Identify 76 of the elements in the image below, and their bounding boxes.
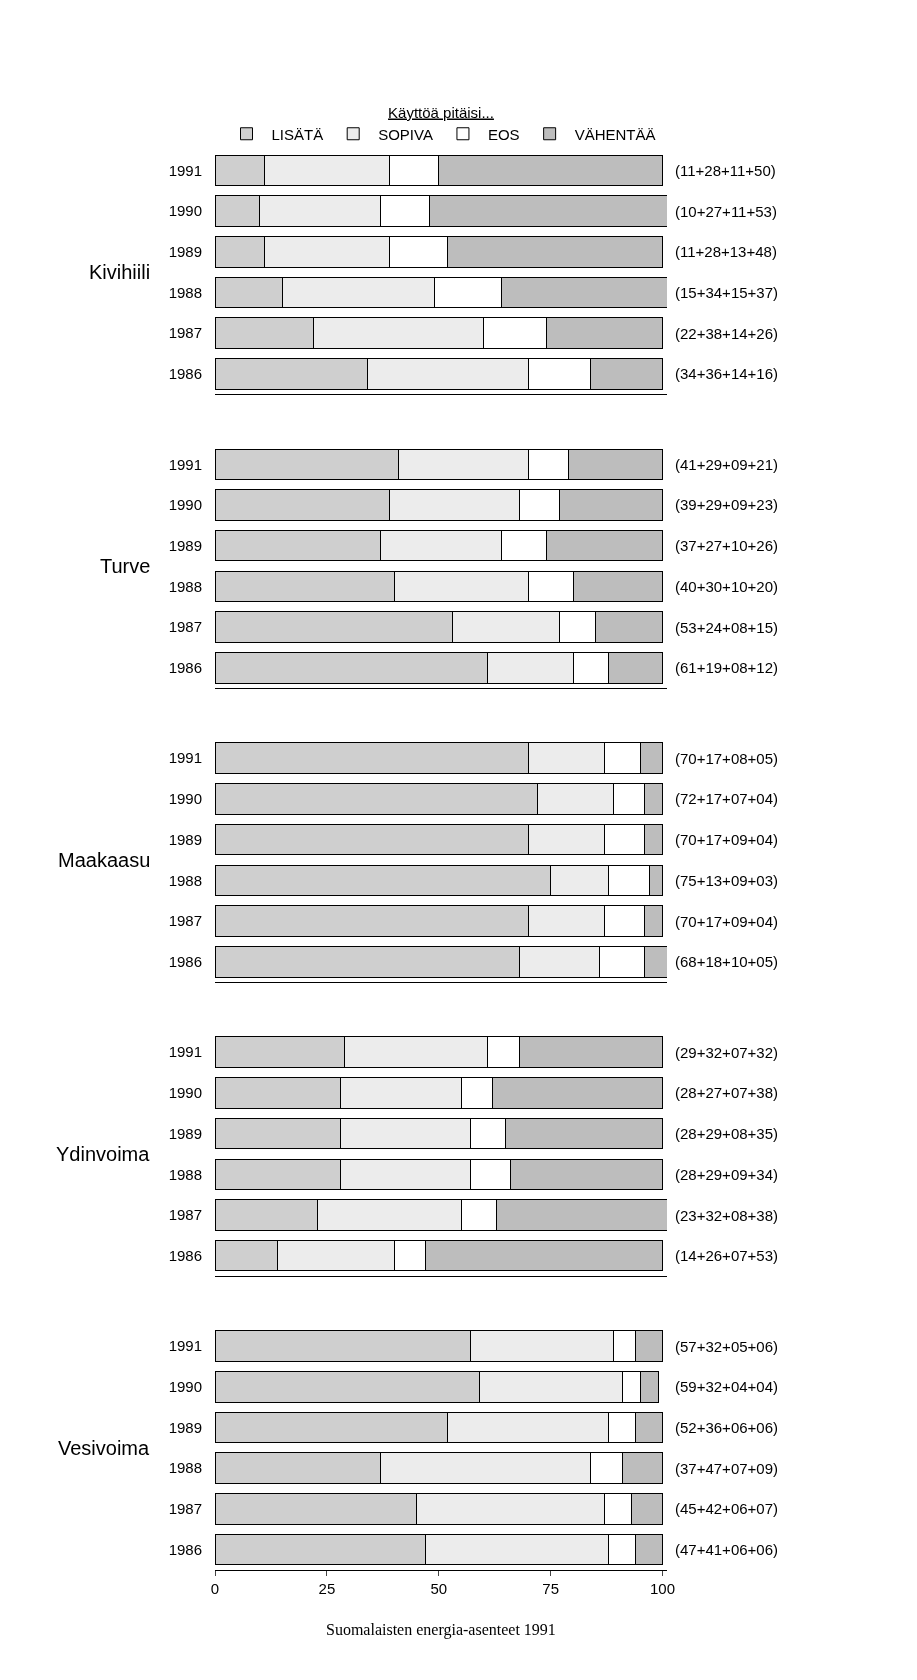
x-tick-label: 50 xyxy=(430,1580,448,1597)
y-tick-label: 1986 xyxy=(168,1540,202,1558)
y-tick-label: 1988 xyxy=(168,283,202,301)
y-tick-label: 1988 xyxy=(168,871,202,889)
total-label: (28+27+07+38) xyxy=(675,1084,779,1101)
y-axis-title: Ydinvoima xyxy=(56,1143,151,1165)
y-tick-label: 1991 xyxy=(168,161,202,179)
total-label: (10+27+11+53) xyxy=(675,203,777,220)
y-tick-label: 1989 xyxy=(168,1124,202,1142)
y-tick-label: 1987 xyxy=(168,618,202,636)
legend-label: EOS xyxy=(487,125,520,143)
y-tick-label: 1986 xyxy=(168,1246,202,1264)
total-label: (75+13+09+03) xyxy=(675,872,779,889)
y-tick-label: 1990 xyxy=(168,790,202,808)
total-label: (37+27+10+26) xyxy=(675,537,779,554)
legend-label: VÄHENTÄÄ xyxy=(574,125,656,143)
y-tick-label: 1987 xyxy=(168,1206,202,1224)
total-label: (47+41+06+06) xyxy=(675,1541,779,1558)
total-label: (11+28+11+50) xyxy=(675,162,776,179)
total-label: (28+29+08+35) xyxy=(675,1125,779,1142)
total-label: (57+32+05+06) xyxy=(675,1338,779,1355)
y-tick-label: 1988 xyxy=(168,1459,202,1477)
x-tick-label: 25 xyxy=(318,1580,336,1597)
y-tick-label: 1988 xyxy=(168,1165,202,1183)
y-tick-label: 1991 xyxy=(168,455,202,473)
y-tick-label: 1986 xyxy=(168,659,202,677)
total-label: (23+32+08+38) xyxy=(675,1207,779,1224)
total-label: (68+18+10+05) xyxy=(675,953,779,970)
total-label: (22+38+14+26) xyxy=(675,325,779,342)
total-label: (41+29+09+21) xyxy=(675,456,779,473)
total-label: (53+24+08+15) xyxy=(675,619,779,636)
total-label: (37+47+07+09) xyxy=(675,1460,779,1477)
y-tick-label: 1991 xyxy=(168,1043,202,1061)
total-label: (70+17+09+04) xyxy=(675,831,779,848)
y-tick-label: 1987 xyxy=(168,1500,202,1518)
y-tick-label: 1990 xyxy=(168,202,202,220)
y-tick-label: 1989 xyxy=(168,1418,202,1436)
total-label: (61+19+08+12) xyxy=(675,659,779,676)
y-tick-label: 1989 xyxy=(168,830,202,848)
y-tick-label: 1988 xyxy=(168,577,202,595)
total-label: (14+26+07+53) xyxy=(675,1247,779,1264)
total-label: (28+29+09+34) xyxy=(675,1166,779,1183)
total-label: (29+32+07+32) xyxy=(675,1044,779,1061)
legend-title: Käyttöä pitäisi... xyxy=(388,103,494,121)
x-tick-label: 100 xyxy=(650,1580,676,1597)
y-axis-title: Vesivoima xyxy=(58,1437,151,1459)
y-tick-label: 1991 xyxy=(168,1337,202,1355)
y-tick-label: 1986 xyxy=(168,365,202,383)
total-label: (15+34+15+37) xyxy=(675,284,779,301)
total-label: (34+36+14+16) xyxy=(675,365,779,382)
total-label: (70+17+08+05) xyxy=(675,750,779,767)
total-label: (40+30+10+20) xyxy=(675,578,779,595)
total-label: (11+28+13+48) xyxy=(675,243,777,260)
y-tick-label: 1990 xyxy=(168,496,202,514)
y-tick-label: 1990 xyxy=(168,1378,202,1396)
y-tick-label: 1990 xyxy=(168,1084,202,1102)
y-axis-title: Maakaasu xyxy=(58,849,151,871)
total-label: (59+32+04+04) xyxy=(675,1378,779,1395)
x-tick-label: 75 xyxy=(542,1580,559,1597)
x-tick-label: 0 xyxy=(210,1580,220,1597)
legend-label: SOPIVA xyxy=(378,125,433,143)
total-label: (72+17+07+04) xyxy=(675,790,779,807)
y-tick-label: 1987 xyxy=(168,324,202,342)
text: Suomalaisten energia-asenteet 1991 xyxy=(326,1621,556,1639)
y-tick-label: 1986 xyxy=(168,953,202,971)
y-axis-title: Turve xyxy=(100,555,151,577)
total-label: (45+42+06+07) xyxy=(675,1500,779,1517)
legend-label: LISÄTÄ xyxy=(271,125,324,143)
y-axis-title: Kivihiili xyxy=(89,261,151,283)
y-tick-label: 1987 xyxy=(168,912,202,930)
y-tick-label: 1991 xyxy=(168,749,202,767)
y-tick-label: 1989 xyxy=(168,243,202,261)
total-label: (39+29+09+23) xyxy=(675,496,779,513)
total-label: (70+17+09+04) xyxy=(675,913,779,930)
total-label: (52+36+06+06) xyxy=(675,1419,779,1436)
y-tick-label: 1989 xyxy=(168,536,202,554)
